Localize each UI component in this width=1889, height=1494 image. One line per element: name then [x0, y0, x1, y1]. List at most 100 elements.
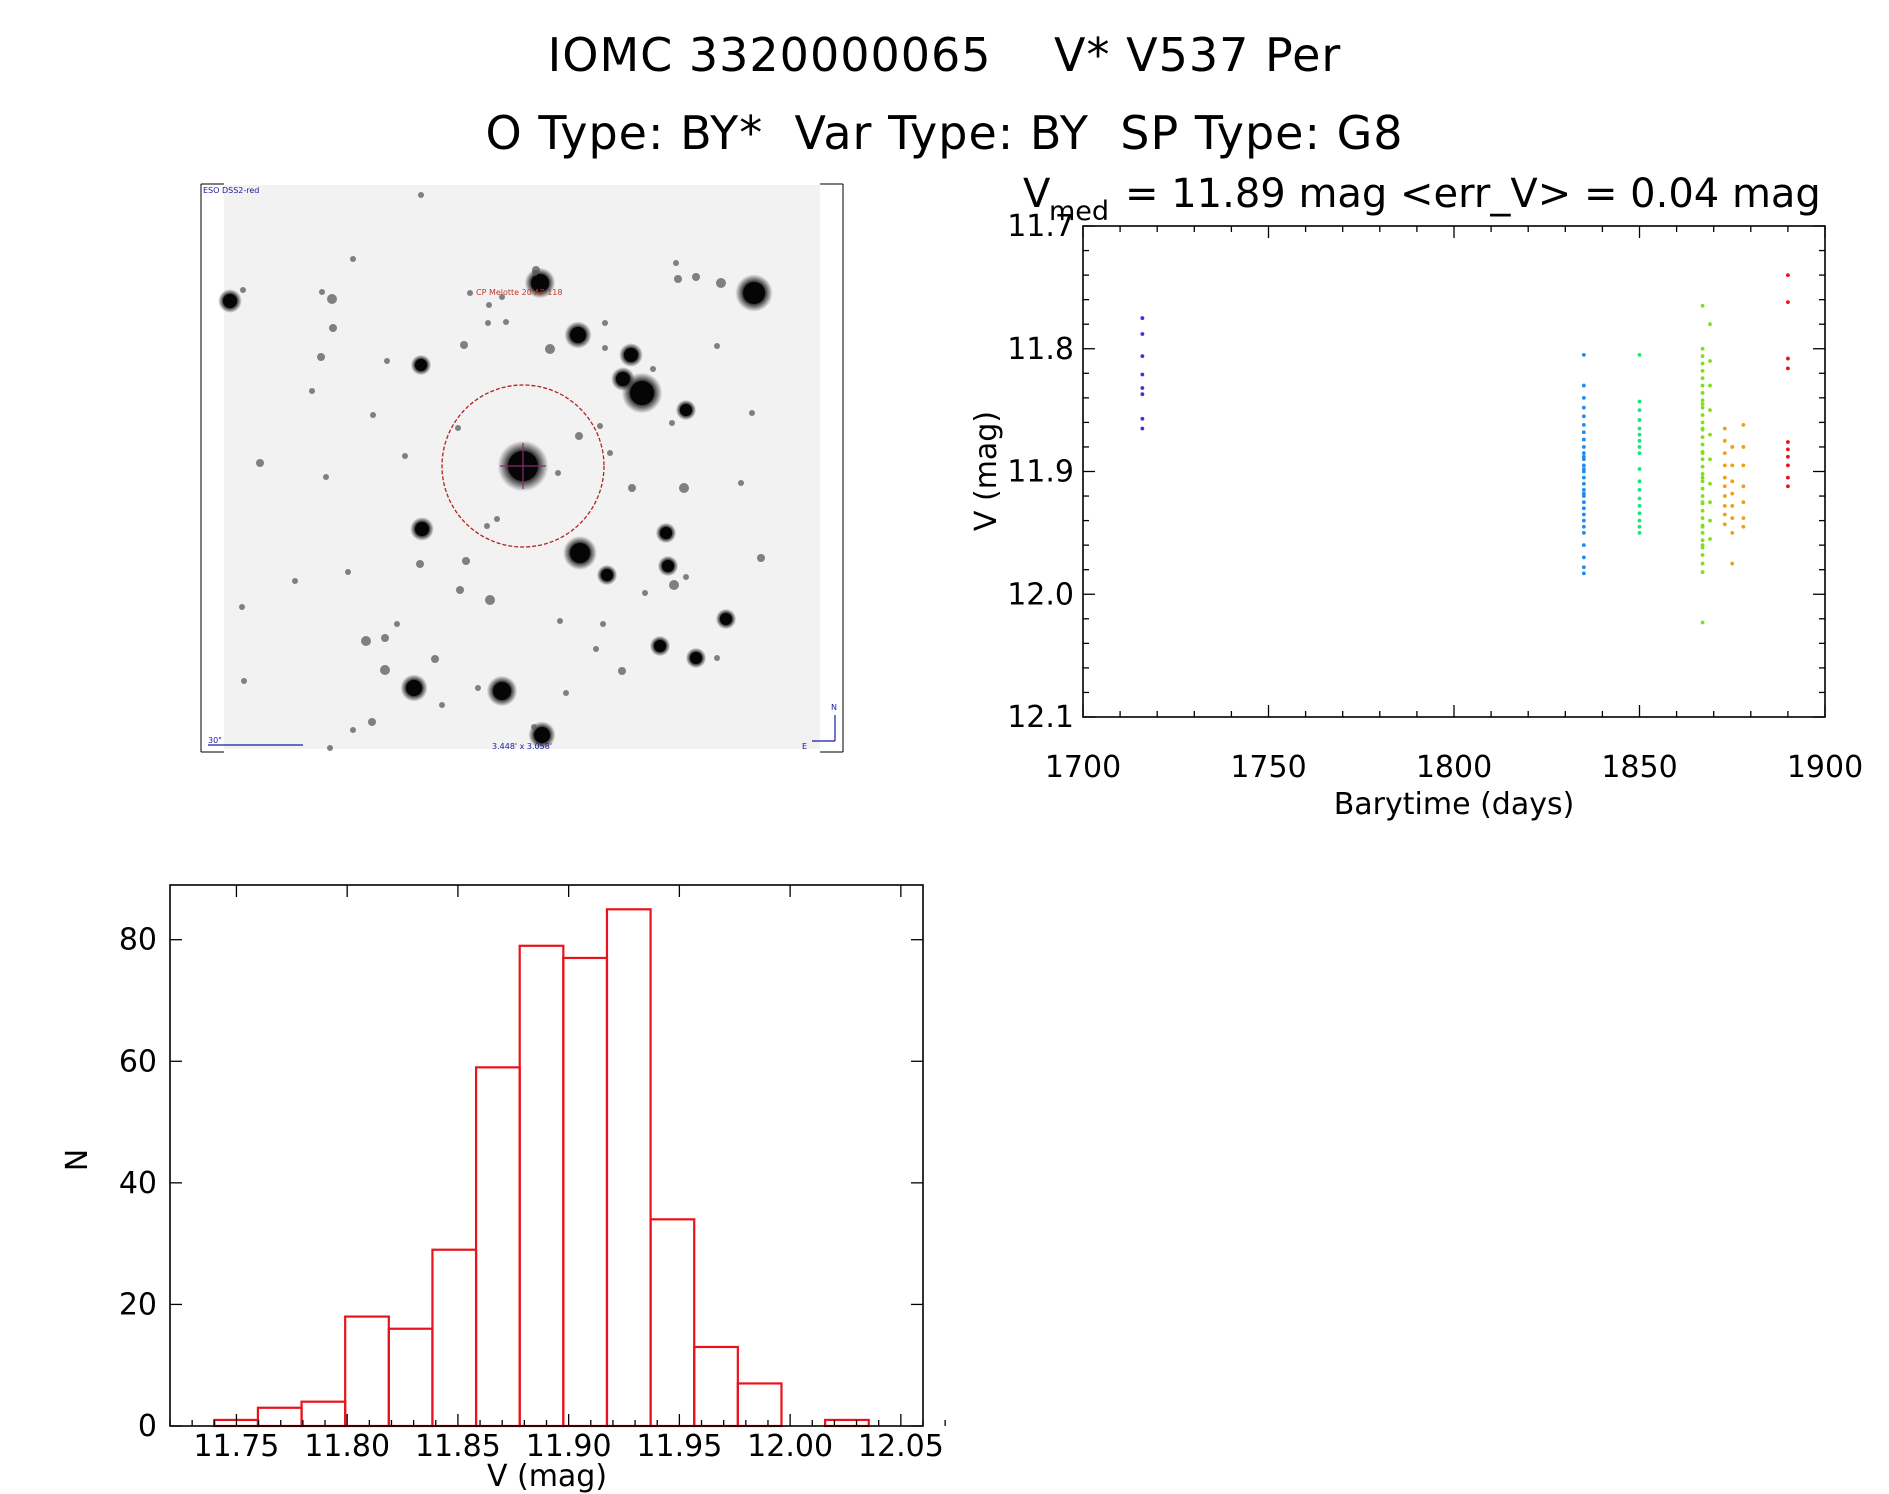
lc-data-point: [1581, 506, 1586, 511]
lc-data-point: [1708, 518, 1712, 523]
histogram-bar: [387, 1327, 434, 1428]
star: [650, 366, 656, 372]
lc-data-point: [1581, 445, 1586, 449]
histogram-bar: [562, 956, 609, 1428]
lc-data-point: [1637, 511, 1642, 516]
lc-y-tick-label: 12.1: [1007, 700, 1074, 735]
star: [456, 586, 464, 594]
lc-data-point: [1581, 352, 1586, 357]
star: [475, 685, 481, 691]
lc-data-point: [1786, 484, 1790, 489]
lc-data-point: [1786, 475, 1790, 480]
finder-survey-label: ESO DSS2-red: [203, 186, 259, 195]
lc-data-point: [1786, 356, 1790, 361]
star: [624, 348, 638, 362]
star: [394, 621, 400, 627]
star: [368, 718, 376, 726]
lc-x-tick-label: 1900: [1787, 750, 1863, 785]
histogram-bar: [474, 1066, 521, 1428]
star: [575, 432, 583, 440]
star: [416, 560, 424, 568]
lc-data-point: [1786, 447, 1790, 452]
lc-data-point: [1700, 413, 1705, 417]
lc-data-point: [1700, 376, 1705, 381]
finder-image: ESO DSS2-red CP Melotte 20 AP 118 30" 3.…: [200, 183, 844, 753]
lc-data-point: [1700, 451, 1705, 455]
star: [361, 636, 371, 646]
star: [680, 404, 692, 416]
lc-data-point: [1637, 496, 1642, 501]
lc-data-point: [1637, 530, 1642, 535]
star: [329, 324, 337, 332]
lc-data-point: [1700, 405, 1705, 410]
lc-x-tick-labels: 1700 1750 1800 1850 1900: [1045, 750, 1863, 785]
hist-plot-frame: [169, 884, 924, 1427]
lc-data-point: [1581, 565, 1586, 570]
star: [570, 543, 590, 563]
lc-data-point: [1140, 372, 1145, 377]
star: [757, 554, 765, 562]
lc-data-point: [1786, 273, 1790, 277]
lc-data-point: [1700, 472, 1705, 476]
star: [462, 557, 470, 565]
lc-data-point: [1730, 463, 1735, 468]
histogram-bar: [824, 1418, 870, 1428]
lc-data-point: [1581, 395, 1586, 400]
page-subtitle: O Type: BY* Var Type: BY SP Type: G8: [485, 106, 1404, 160]
star: [654, 640, 666, 652]
lc-data-point: [1786, 440, 1790, 444]
lc-data-point: [1722, 463, 1727, 468]
lc-data-point: [1722, 438, 1727, 443]
lc-data-point: [1700, 420, 1705, 425]
histogram-bar: [431, 1248, 478, 1428]
star: [642, 590, 648, 596]
star: [381, 634, 389, 642]
star: [660, 527, 672, 539]
lc-data-point: [1722, 426, 1727, 431]
lc-data-point: [1730, 516, 1735, 521]
star: [494, 516, 500, 522]
lc-data-point: [1581, 481, 1586, 486]
hist-x-tick-label: 12.00: [747, 1429, 833, 1464]
lc-x-tick-label: 1750: [1230, 750, 1306, 785]
lc-data-point: [1722, 522, 1727, 527]
star: [241, 678, 247, 684]
star: [485, 320, 491, 326]
lc-data-point: [1730, 479, 1735, 484]
lc-data-point: [1637, 408, 1642, 413]
lc-data-point: [1140, 426, 1145, 431]
lc-data-point: [1700, 508, 1705, 513]
lc-data-point: [1700, 570, 1705, 575]
lc-data-point: [1140, 354, 1145, 359]
star: [439, 702, 445, 708]
hist-x-tick-label: 11.95: [636, 1429, 722, 1464]
star: [690, 652, 702, 664]
star: [309, 388, 315, 394]
lc-data-point: [1637, 488, 1642, 492]
lc-data-point: [1581, 491, 1586, 496]
star: [669, 420, 675, 426]
hist-x-tick-labels: 11.75 11.80 11.85 11.90 11.95 12.00 12.05: [193, 1429, 943, 1464]
star: [738, 480, 744, 486]
lc-data-point: [1700, 553, 1705, 557]
star: [570, 327, 586, 343]
star: [630, 381, 654, 405]
star: [683, 574, 689, 580]
star: [317, 353, 325, 361]
lc-data-point: [1700, 500, 1705, 505]
star: [239, 604, 245, 610]
lc-data-point: [1637, 503, 1642, 508]
star: [674, 275, 682, 283]
star: [669, 580, 679, 590]
lc-data-point: [1700, 361, 1705, 366]
lc-data-point: [1637, 399, 1642, 404]
lc-data-point: [1730, 503, 1735, 508]
lc-data-point: [1581, 405, 1586, 410]
lc-data-point: [1730, 491, 1735, 496]
star: [607, 450, 613, 456]
hist-y-tick-label: 80: [119, 923, 157, 958]
lc-x-axis-label: Barytime (days): [1334, 787, 1575, 822]
star: [323, 474, 329, 480]
lc-data-point: [1700, 475, 1705, 480]
histogram-bar: [300, 1400, 347, 1428]
